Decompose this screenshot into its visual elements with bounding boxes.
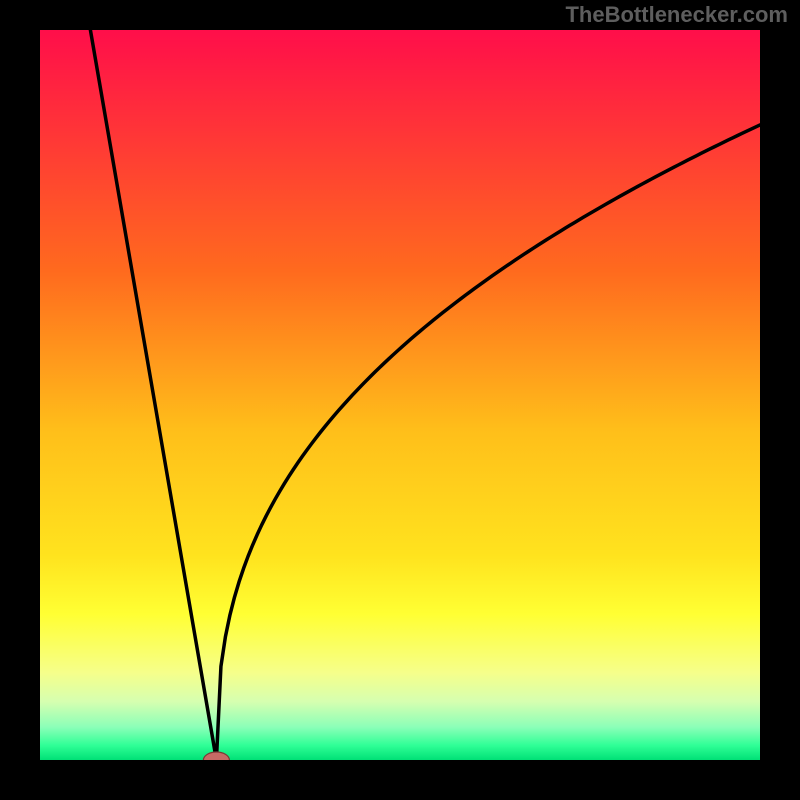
chart-background bbox=[40, 30, 760, 760]
bottleneck-chart bbox=[40, 30, 760, 760]
chart-svg bbox=[40, 30, 760, 760]
watermark-link[interactable]: TheBottlenecker.com bbox=[565, 2, 788, 28]
